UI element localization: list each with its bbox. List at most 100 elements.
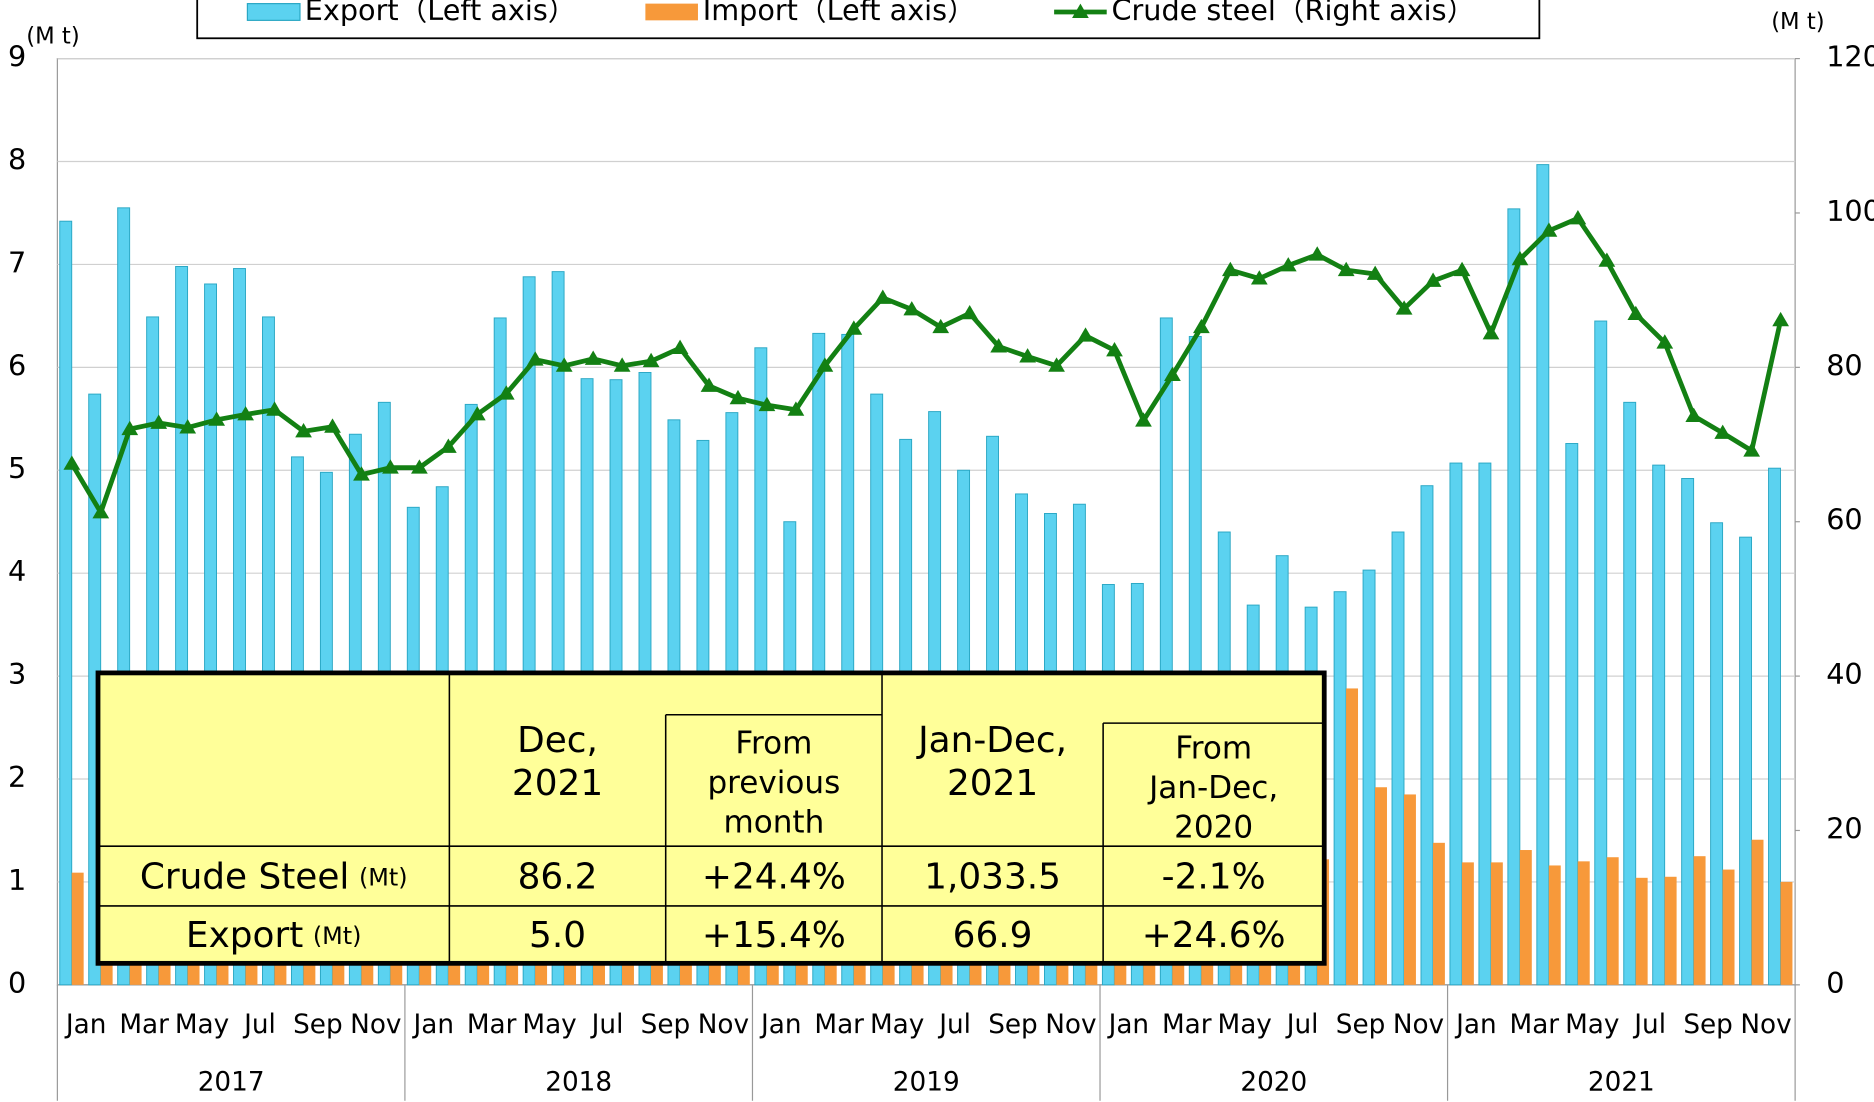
y-tick-label: 7 (8, 245, 26, 279)
bar (1768, 467, 1781, 986)
y-tick-label: 4 (8, 554, 26, 588)
table-header: 2021 (947, 763, 1038, 804)
bar (522, 276, 536, 986)
table-header: 2021 (512, 763, 603, 804)
year-label: 2017 (198, 1067, 265, 1097)
line-marker (1106, 341, 1123, 357)
x-tick-label: Mar (1510, 1010, 1560, 1040)
year-label: 2020 (1240, 1067, 1307, 1097)
line-marker (150, 414, 168, 429)
line-marker (1366, 265, 1384, 280)
line-marker (1308, 246, 1326, 261)
legend-marker (1072, 3, 1089, 18)
line-marker (1395, 300, 1413, 315)
bar (1780, 881, 1793, 985)
y2-tick-label: 120 (1826, 40, 1874, 74)
line-marker (874, 289, 892, 304)
y-tick-label: 8 (8, 143, 26, 177)
line-marker (903, 301, 921, 316)
bar (1548, 865, 1561, 985)
line-marker (700, 377, 718, 392)
bar (551, 271, 565, 986)
line-marker (497, 385, 515, 400)
y2-tick-label: 0 (1826, 966, 1844, 1000)
bar (1333, 591, 1347, 986)
line-marker (439, 438, 457, 453)
bar (117, 207, 131, 986)
line-marker (1337, 261, 1355, 277)
bar (1490, 862, 1503, 985)
table-header: month (723, 804, 824, 840)
table-cell: 1,033.5 (924, 856, 1061, 897)
bar (1432, 842, 1445, 985)
bar (1722, 869, 1735, 985)
y2-tick-label: 100 (1826, 194, 1874, 228)
x-tick-label: Mar (467, 1010, 517, 1040)
table-header: previous (707, 765, 840, 801)
bar (1478, 462, 1492, 986)
legend-box (196, 0, 1541, 40)
bar (1693, 856, 1706, 985)
line-marker (961, 304, 979, 320)
row-label-text: Crude Steel (140, 856, 350, 897)
y2-tick-label: 40 (1826, 657, 1862, 691)
table-border (95, 670, 1327, 966)
line-marker (526, 351, 544, 366)
bar (1606, 857, 1619, 985)
bar (146, 316, 160, 986)
bar (1536, 164, 1550, 986)
bar (262, 316, 275, 986)
x-tick-label: May (870, 1010, 924, 1040)
line-marker (179, 419, 197, 434)
line-marker (787, 401, 805, 416)
bar (1710, 522, 1724, 986)
y2-tick-label: 60 (1826, 503, 1862, 537)
table-cell: 5.0 (529, 915, 586, 956)
line-marker (555, 357, 573, 372)
row-label-text: Export (186, 915, 303, 956)
x-tick-label: Jan (1107, 1010, 1150, 1040)
x-tick-label: Sep (988, 1010, 1038, 1040)
line-marker (121, 420, 139, 436)
x-tick-label: Mar (119, 1010, 169, 1040)
x-tick-label: Jul (590, 1010, 624, 1040)
y-tick-label: 0 (8, 966, 26, 1000)
bar (1635, 877, 1648, 985)
line-marker (845, 320, 863, 335)
line-marker (1424, 272, 1442, 287)
line-marker (1135, 412, 1152, 427)
x-tick-label: Nov (698, 1010, 749, 1040)
line-marker (642, 352, 660, 368)
table-cell: 86.2 (518, 856, 598, 897)
bar (1664, 876, 1677, 985)
line-marker (1482, 325, 1500, 340)
bar (1652, 464, 1666, 986)
y2-tick-label: 80 (1826, 348, 1862, 382)
legend-label: Crude steel（Right axis） (1111, 0, 1475, 27)
table-cell: 66.9 (953, 915, 1033, 956)
line-marker (237, 406, 254, 421)
bar (1681, 478, 1695, 986)
bar (1623, 401, 1637, 986)
table-header: Dec, (517, 720, 598, 761)
bar (754, 347, 768, 986)
x-tick-label: Jul (1632, 1010, 1666, 1040)
line-marker (613, 357, 631, 372)
table-bg (98, 672, 1325, 964)
y-tick-label: 1 (8, 863, 26, 897)
line-marker (1250, 270, 1268, 285)
row-label: Crude Steel (Mt) (140, 856, 408, 897)
x-tick-label: Nov (1393, 1010, 1444, 1040)
row-label: Export (Mt) (186, 915, 362, 956)
year-label: 2019 (893, 1067, 960, 1097)
line-marker (324, 418, 341, 433)
legend-swatch (645, 3, 698, 21)
table-cell: +15.4% (702, 915, 846, 956)
x-tick-label: Nov (350, 1010, 401, 1040)
x-tick-label: Nov (1045, 1010, 1096, 1040)
line-marker (353, 466, 370, 481)
x-tick-label: Jan (1454, 1010, 1497, 1040)
legend-label: Import（Left axis） (703, 0, 976, 27)
bar (1577, 861, 1590, 985)
